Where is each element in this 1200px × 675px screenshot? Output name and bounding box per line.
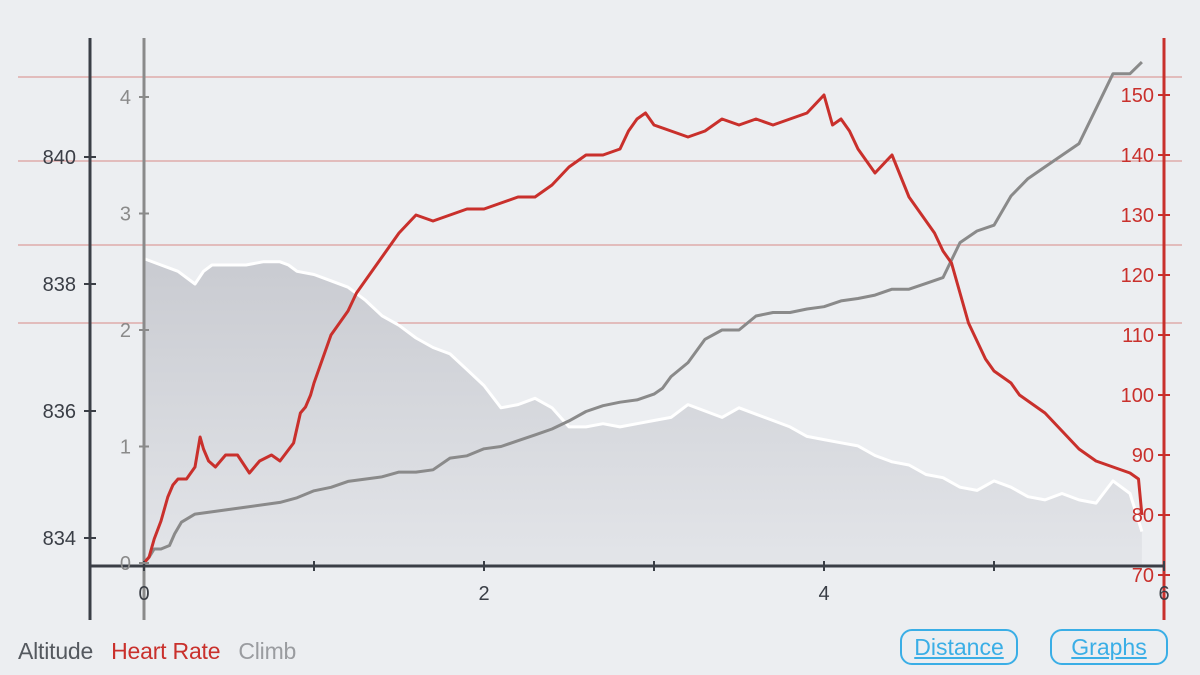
altitude-series [143,257,1144,566]
heart-rate-tick-label-4: 110 [1122,325,1154,347]
climb-tick-label-4: 4 [120,87,131,109]
heart-rate-tick-label-6: 130 [1121,205,1154,227]
heart-rate-tick-label-8: 150 [1121,85,1154,107]
legend-heart-rate: Heart Rate [111,638,221,664]
altitude-tick-label-2: 838 [43,274,76,296]
legend: Altitude Heart Rate Climb [18,638,296,665]
altitude-area-fill [144,258,1142,566]
distance-button[interactable]: Distance [900,629,1018,665]
heart-rate-tick-label-2: 90 [1132,445,1154,467]
heart-rate-line [142,93,1144,564]
x-tick-label-2: 4 [818,583,829,605]
legend-climb: Climb [238,638,297,664]
climb-tick-label-0: 0 [120,553,131,575]
altitude-tick-label-0: 834 [43,528,76,550]
x-tick-label-1: 2 [478,583,489,605]
graphs-button[interactable]: Graphs [1050,629,1168,665]
heart-rate-reference-lines [18,76,1182,324]
x-tick-label-3: 6 [1158,583,1169,605]
heart-rate-tick-label-0: 70 [1132,565,1154,587]
altitude-tick-label-3: 840 [43,147,76,169]
heart-rate-series [142,93,1144,564]
altitude-line [143,257,1144,533]
climb-tick-label-2: 2 [120,320,131,342]
legend-altitude: Altitude [18,638,94,664]
climb-line [142,61,1143,564]
x-tick-label-0: 0 [138,583,149,605]
axis-ticks: 0 2 4 6 834 836 838 840 0 1 2 3 4 70 80 90 100 110 120 130 1… [43,85,1170,605]
heart-rate-tick-label-3: 100 [1121,385,1154,407]
heart-rate-tick-label-7: 140 [1121,145,1154,167]
climb-tick-label-3: 3 [120,204,131,226]
altitude-tick-label-1: 836 [43,401,76,423]
climb-tick-label-1: 1 [120,437,131,459]
climb-series [142,61,1143,564]
heart-rate-tick-label-1: 80 [1132,505,1154,527]
heart-rate-tick-label-5: 120 [1121,265,1154,287]
